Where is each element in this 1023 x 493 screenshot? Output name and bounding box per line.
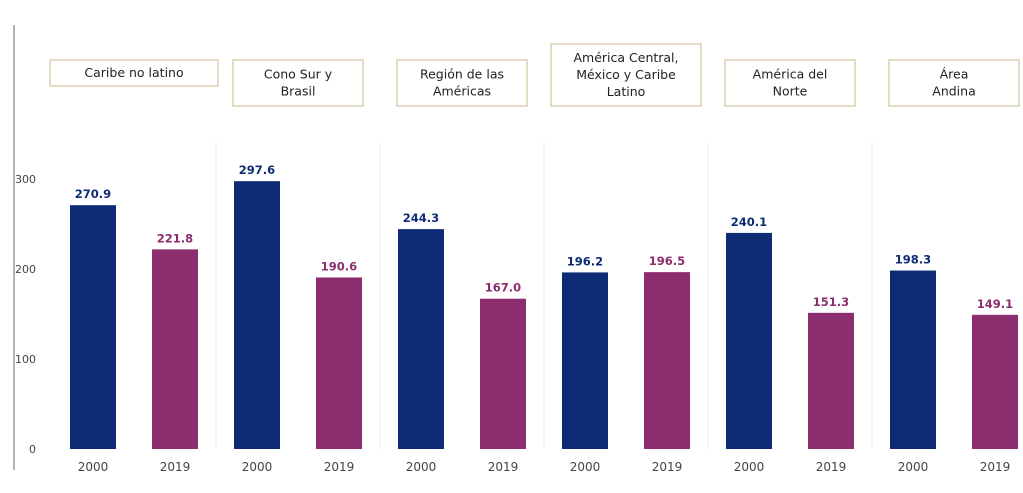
data-label: 198.3 — [895, 253, 931, 267]
data-label: 190.6 — [321, 259, 357, 273]
data-label: 149.1 — [977, 297, 1013, 311]
bar-2000 — [70, 205, 116, 449]
x-tick-label: 2019 — [324, 460, 355, 474]
y-tick-label: 0 — [29, 443, 36, 456]
bar-2019 — [972, 314, 1018, 449]
bar-2000 — [890, 270, 936, 449]
data-labels-layer: 270.9 221.8 297.6 190.6 244.3 167.0 196.2 196.5… — [75, 163, 1013, 311]
group-separators — [215, 142, 873, 449]
bar-2019 — [480, 298, 526, 449]
data-label: 167.0 — [485, 281, 521, 295]
bar-2019 — [644, 272, 690, 449]
x-tick-label: 2000 — [898, 460, 929, 474]
x-tick-label: 2019 — [652, 460, 683, 474]
group-label-text: Caribe no latino — [84, 65, 183, 80]
bar-2000 — [726, 232, 772, 449]
x-tick-label: 2019 — [160, 460, 191, 474]
x-tick-label: 2019 — [816, 460, 847, 474]
group-label-text: Brasil — [281, 84, 316, 99]
x-tick-label: 2000 — [406, 460, 437, 474]
bar-2019 — [152, 249, 198, 449]
data-label: 244.3 — [403, 211, 439, 225]
group-labels-layer: Caribe no latino Cono Sur y Brasil Región d… — [49, 43, 1020, 107]
data-label: 240.1 — [731, 215, 767, 229]
data-label: 221.8 — [157, 231, 193, 245]
group-label-text: Cono Sur y — [264, 67, 333, 82]
group-label-text: México y Caribe — [576, 67, 676, 82]
data-label: 196.5 — [649, 254, 685, 268]
x-tick-label: 2019 — [488, 460, 519, 474]
group-label-text: Región de las — [420, 67, 504, 82]
bar-2000 — [234, 181, 280, 449]
group-label-text: Área — [940, 67, 969, 82]
x-tick-label: 2000 — [78, 460, 109, 474]
y-tick-label: 200 — [15, 263, 36, 276]
bar-2000 — [398, 229, 444, 449]
group-label-box — [49, 59, 219, 87]
data-label: 151.3 — [813, 295, 849, 309]
y-tick-label: 100 — [15, 353, 36, 366]
group-label-box — [232, 59, 364, 107]
data-label: 270.9 — [75, 187, 111, 201]
group-label-text: Norte — [773, 84, 808, 99]
group-label-text: Andina — [932, 84, 975, 99]
y-axis-ticks: 0 100 200 300 — [15, 173, 36, 456]
group-label-box — [888, 59, 1020, 107]
x-tick-label: 2000 — [570, 460, 601, 474]
group-label-text: América del — [753, 67, 828, 82]
bar-2000 — [562, 272, 608, 449]
x-tick-label: 2019 — [980, 460, 1011, 474]
group-label-text: Américas — [433, 84, 491, 99]
bars-layer — [70, 181, 1018, 449]
y-tick-label: 300 — [15, 173, 36, 186]
group-label-box — [550, 43, 702, 107]
group-label-box — [724, 59, 856, 107]
group-label-box — [396, 59, 528, 107]
data-label: 297.6 — [239, 163, 275, 177]
x-tick-label: 2000 — [242, 460, 273, 474]
bar-2019 — [808, 312, 854, 449]
x-tick-label: 2000 — [734, 460, 765, 474]
data-label: 196.2 — [567, 254, 603, 268]
x-axis-ticks: 2000 2019 2000 2019 2000 2019 2000 2019 2000 2019… — [78, 460, 1011, 474]
group-label-text: Latino — [607, 84, 646, 99]
group-label-text: América Central, — [573, 50, 678, 65]
bar-2019 — [316, 277, 362, 449]
